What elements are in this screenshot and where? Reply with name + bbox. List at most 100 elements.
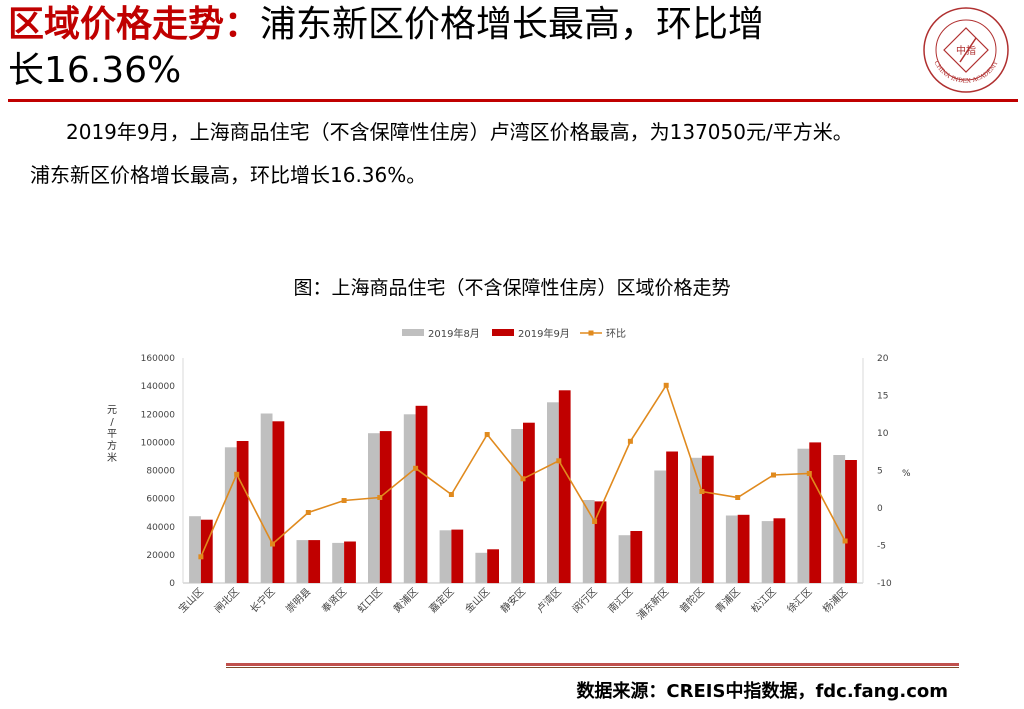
y-tick-label: 80000 bbox=[146, 467, 175, 477]
bar-sep bbox=[809, 442, 822, 583]
y2-tick-label: -5 bbox=[877, 542, 886, 552]
y2-tick-label: 10 bbox=[877, 429, 889, 439]
bar-aug bbox=[797, 448, 810, 583]
bar-aug bbox=[439, 530, 452, 583]
y-axis-label-char: 元 bbox=[107, 405, 117, 416]
chart-title: 图：上海商品住宅（不含保障性住房）区域价格走势 bbox=[293, 277, 731, 299]
title-accent: 区域价格走势： bbox=[8, 4, 261, 45]
y2-tick-label: 0 bbox=[877, 504, 883, 514]
y-axis-label-char: 平 bbox=[107, 429, 117, 440]
mom-point bbox=[520, 476, 526, 482]
bar-sep bbox=[737, 514, 750, 583]
title-main: 浦东新区价格增长最高，环比增 bbox=[260, 4, 765, 45]
bar-sep bbox=[308, 540, 321, 583]
bar-aug bbox=[690, 457, 702, 583]
y-tick-label: 40000 bbox=[146, 523, 175, 533]
y-tick-label: 140000 bbox=[141, 382, 176, 392]
footer-divider bbox=[226, 663, 959, 666]
mom-point bbox=[270, 541, 275, 547]
legend-marker bbox=[588, 330, 594, 336]
title-line-1: 区域价格走势：浦东新区价格增长最高，环比增 bbox=[8, 2, 908, 48]
mom-point bbox=[448, 492, 454, 497]
bar-sep bbox=[451, 529, 464, 583]
x-tick-label: 闵行区 bbox=[569, 585, 599, 615]
mom-point bbox=[842, 538, 848, 544]
mom-point bbox=[556, 458, 562, 464]
legend-label: 环比 bbox=[606, 328, 626, 340]
mom-point bbox=[699, 489, 705, 494]
y2-axis-label: % bbox=[902, 469, 911, 479]
x-tick-label: 奉贤区 bbox=[319, 585, 349, 615]
slide-title: 区域价格走势：浦东新区价格增长最高，环比增 长16.36% bbox=[8, 2, 908, 94]
bar-aug bbox=[368, 433, 380, 583]
bar-aug bbox=[511, 429, 523, 583]
legend-swatch bbox=[492, 329, 514, 336]
x-tick-label: 黄浦区 bbox=[390, 585, 420, 615]
bar-sep bbox=[558, 390, 571, 583]
bar-sep bbox=[272, 421, 285, 583]
bar-sep bbox=[236, 441, 249, 583]
bar-sep bbox=[379, 431, 392, 583]
y2-tick-label: 20 bbox=[877, 354, 889, 364]
footer-divider-shadow bbox=[226, 667, 959, 668]
x-tick-label: 浦东新区 bbox=[634, 585, 671, 622]
mom-point bbox=[771, 472, 776, 478]
bar-aug bbox=[725, 515, 738, 583]
bar-aug bbox=[189, 516, 201, 583]
bar-aug bbox=[403, 414, 416, 584]
data-source: 数据来源：CREIS中指数据，fdc.fang.com bbox=[576, 681, 948, 702]
mom-point bbox=[806, 471, 812, 476]
summary-paragraph-2: 浦东新区价格增长最高，环比增长16.36%。 bbox=[30, 163, 427, 187]
bar-aug bbox=[833, 455, 846, 583]
logo-chars: 中指 bbox=[956, 44, 976, 57]
y-tick-label: 100000 bbox=[141, 438, 176, 448]
mom-point bbox=[627, 438, 633, 444]
legend-label: 2019年8月 bbox=[428, 327, 480, 340]
bar-aug bbox=[296, 540, 309, 583]
x-tick-label: 虹口区 bbox=[355, 586, 385, 616]
y2-tick-label: -10 bbox=[877, 579, 892, 589]
bar-aug bbox=[224, 447, 237, 583]
bar-aug bbox=[332, 542, 344, 583]
mom-point bbox=[198, 554, 204, 560]
legend-label: 2019年9月 bbox=[518, 327, 570, 340]
bar-sep bbox=[344, 541, 356, 583]
mom-point bbox=[735, 495, 741, 500]
bar-aug bbox=[761, 521, 774, 583]
x-tick-label: 南汇区 bbox=[605, 585, 635, 615]
y-axis-label-char: / bbox=[110, 417, 114, 428]
bar-sep bbox=[845, 460, 857, 583]
bar-aug bbox=[618, 535, 631, 583]
mom-point bbox=[234, 471, 240, 477]
bar-sep bbox=[415, 405, 428, 583]
x-tick-label: 崇明县 bbox=[284, 586, 314, 616]
mom-point bbox=[592, 519, 598, 524]
bar-sep bbox=[200, 519, 213, 583]
x-tick-label: 普陀区 bbox=[677, 585, 707, 615]
bar-sep bbox=[487, 549, 499, 584]
y-tick-label: 20000 bbox=[146, 551, 175, 561]
legend-swatch bbox=[402, 329, 424, 336]
bar-sep bbox=[594, 501, 607, 583]
bar-sep bbox=[773, 518, 786, 583]
china-index-academy-logo: 中指 CHINA INDEX ACADEMY bbox=[923, 7, 1009, 93]
mom-point bbox=[413, 465, 419, 471]
y-tick-label: 0 bbox=[169, 579, 175, 589]
bar-aug bbox=[260, 413, 273, 583]
mom-point bbox=[484, 432, 490, 437]
y-axis-label-char: 米 bbox=[107, 451, 117, 464]
y-tick-label: 160000 bbox=[141, 354, 176, 364]
mom-point bbox=[377, 495, 383, 500]
title-line-2: 长16.36% bbox=[8, 50, 182, 91]
x-tick-label: 长宁区 bbox=[247, 585, 277, 615]
bar-aug bbox=[547, 402, 559, 583]
mom-point bbox=[663, 382, 669, 388]
bar-sep bbox=[630, 531, 643, 583]
title-divider bbox=[8, 99, 1018, 102]
bar-aug bbox=[475, 552, 488, 583]
bar-sep bbox=[701, 455, 714, 583]
y2-tick-label: 5 bbox=[877, 467, 883, 477]
x-tick-label: 徐汇区 bbox=[784, 585, 814, 615]
x-tick-label: 闸北区 bbox=[211, 585, 241, 615]
y2-tick-label: 15 bbox=[877, 392, 888, 402]
